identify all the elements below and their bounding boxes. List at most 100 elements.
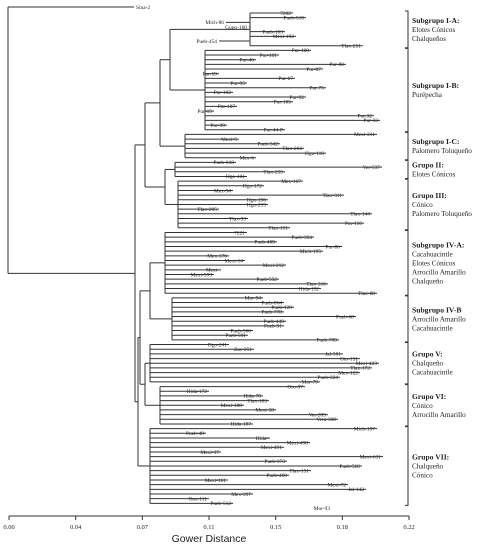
leaf-label: Oro-97 bbox=[287, 384, 303, 390]
leaf-label: Mor-79 bbox=[302, 380, 319, 386]
leaf-label: Pueb-129 bbox=[271, 305, 292, 311]
leaf-label: Mexi-212 bbox=[263, 263, 285, 269]
group-title: Grupo III: bbox=[412, 191, 447, 200]
leaf-label: Hida-78 bbox=[243, 394, 261, 400]
group-bracket bbox=[405, 178, 409, 231]
leaf-label: Hgo-116 bbox=[305, 151, 324, 157]
leaf-label: Mexi-108 bbox=[221, 403, 243, 409]
leaf-label: Pur-15 bbox=[197, 109, 212, 115]
leaf-label: Pueb-91 bbox=[264, 324, 282, 330]
group-bracket bbox=[405, 342, 409, 385]
x-axis-tick-label: 0.22 bbox=[403, 524, 414, 531]
leaf-label: Hida-187 bbox=[231, 422, 252, 428]
leaf-label: Tlax-311 bbox=[322, 193, 342, 199]
leaf-label: 7202 bbox=[280, 11, 291, 17]
leaf-label: Tlax-88 bbox=[358, 291, 375, 297]
group-description: Arrocillo Amarillo bbox=[412, 411, 466, 419]
leaf-label: Pur-95 bbox=[230, 81, 245, 87]
leaf-label: Hgo-172 bbox=[243, 184, 262, 190]
group-description: Cónico bbox=[412, 471, 433, 479]
group-description: Palomero Toluqueño bbox=[412, 147, 472, 155]
leaf-label: Hgo-101 bbox=[226, 174, 245, 180]
group-description: Arrocillo Amarillo bbox=[412, 315, 466, 323]
group-description: Elotes Cónicos bbox=[412, 259, 456, 267]
leaf-label: Pur-59 bbox=[202, 72, 217, 78]
leaf-label: Pueb-591 bbox=[225, 333, 246, 339]
leaf-label: Mexi-72 bbox=[327, 482, 346, 488]
x-axis-tick-label: 0.15 bbox=[270, 524, 281, 531]
leaf-label: Mexi-423 bbox=[356, 361, 378, 367]
leaf-label: Mexi-631 bbox=[360, 454, 382, 460]
group-bracket bbox=[405, 384, 409, 427]
leaf-label: Pur-87 bbox=[306, 67, 321, 73]
leaf-label: Mexi-192 bbox=[273, 34, 295, 40]
leaf-label: Hgo-196 bbox=[247, 198, 266, 204]
leaf-label: Mex-6 bbox=[240, 156, 255, 162]
leaf-label: Tlax-172 bbox=[350, 366, 370, 372]
leaf-label: Mex-576 bbox=[207, 254, 227, 260]
leaf-label: Pueb-460 bbox=[266, 473, 287, 479]
leaf-label: Mexi-491 bbox=[261, 445, 283, 451]
leaf-label: Mexi-37 bbox=[200, 450, 219, 456]
leaf-label: Pueb-709 bbox=[316, 338, 337, 344]
group-description: Palomero Toluqueño bbox=[412, 210, 472, 218]
leaf-label: Pueb-510 bbox=[283, 15, 304, 21]
leaf-label: Pueb-542 bbox=[257, 142, 278, 148]
leaf-label: Pur-116 bbox=[345, 221, 362, 227]
leaf-label: Pur-44-P bbox=[264, 128, 283, 134]
leaf-label: Mexi-58 bbox=[255, 408, 274, 414]
group-title: Subgrupo IV-B bbox=[412, 305, 461, 314]
group-description: Elotes Cónicos bbox=[412, 170, 456, 178]
leaf-label: Mex-122 bbox=[338, 370, 358, 376]
leaf-label: Pueb-163 bbox=[262, 29, 283, 35]
group-description: Cacahuacintle bbox=[412, 369, 453, 377]
leaf-label: Hida- bbox=[256, 436, 268, 442]
dendrogram-tree bbox=[7, 6, 383, 504]
x-axis-tick-label: 0.11 bbox=[203, 524, 214, 531]
x-axis-tick-label: 0.00 bbox=[3, 524, 14, 531]
group-title: Grupo VI: bbox=[412, 392, 446, 401]
group-description: Arrocillo Amarillo bbox=[412, 268, 466, 276]
leaf-label: Pur-80 bbox=[329, 62, 344, 68]
group-description: Chalqueños bbox=[412, 35, 446, 43]
x-axis-tick-label: 0.18 bbox=[337, 524, 348, 531]
leaf-label: Hgo-215 bbox=[247, 202, 266, 208]
leaf-label: Mexi- bbox=[206, 268, 219, 274]
leaf-label: Pueb-560 bbox=[339, 464, 360, 470]
leaf-label: Jal-142 bbox=[348, 487, 364, 493]
leaf-label: Pur-107 bbox=[218, 104, 236, 110]
leaf-label: Pur-67 bbox=[278, 76, 293, 82]
leaf-label: Mich-195 bbox=[300, 249, 322, 255]
group-bracket bbox=[405, 10, 409, 49]
leaf-label: Ver-395 bbox=[309, 412, 327, 418]
group-description: Purépecha bbox=[412, 91, 443, 99]
leaf-label: 7221 bbox=[234, 230, 245, 236]
leaf-label: Mexi-161 bbox=[205, 478, 227, 484]
group-bracket bbox=[405, 295, 409, 343]
group-description: Elotes Cónicos bbox=[412, 26, 456, 34]
x-axis-tick-label: 0.04 bbox=[70, 524, 82, 531]
leaf-label: Pueb-49 bbox=[186, 431, 204, 437]
x-axis: Gower Distance 0.00 0.04 0.07 0.11 0.15 0.18 0… bbox=[3, 515, 415, 545]
group-bracket bbox=[405, 426, 409, 506]
group-bracket bbox=[405, 229, 409, 296]
leaf-label: Ver-537 bbox=[363, 165, 381, 171]
group-title: Subgrupo I-B: bbox=[412, 81, 459, 90]
group-description: Cónico bbox=[412, 201, 433, 209]
group-bracket bbox=[405, 47, 409, 133]
leaf-label: Pur-46 bbox=[239, 57, 254, 63]
leaf-label: Jal-501 bbox=[325, 352, 341, 358]
leaf-label: Pur-92 bbox=[289, 95, 304, 101]
leaf-label: Pueb-864 bbox=[261, 300, 282, 306]
group-description: Chalqueño bbox=[412, 360, 444, 368]
group-description: Chalqueño bbox=[412, 462, 444, 470]
group-title: Subgrupo IV-A: bbox=[412, 240, 464, 249]
leaf-label-outgroup: Sina-2 bbox=[136, 5, 150, 11]
leaf-label: Hida-172 bbox=[187, 389, 208, 395]
leaf-label: Tlax-93 bbox=[229, 216, 246, 222]
leaf-label: Tlax-264 bbox=[282, 146, 302, 152]
leaf-label: Pueb-68 bbox=[336, 314, 354, 320]
group-brackets: Subgrupo I-A:Elotes CónicosChalqueñosSub… bbox=[405, 10, 472, 506]
leaf-label: Mex-397 bbox=[231, 492, 251, 498]
